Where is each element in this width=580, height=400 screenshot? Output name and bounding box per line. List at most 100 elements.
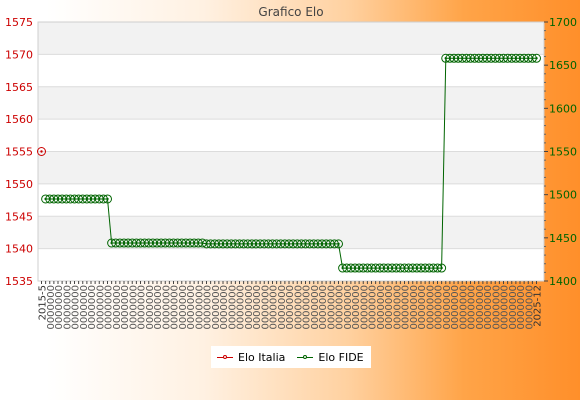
x-tick-glyphs: 0000000 [244,285,255,330]
legend-label-elo-fide: Elo FIDE [318,350,364,364]
data-point-elo-fide [334,239,343,249]
x-tick-glyphs: 0000000 [417,285,428,330]
x-tick-glyphs: 0000000 [128,285,139,330]
y-right-tick-label: 1400 [549,275,577,288]
x-tick-glyphs: 0000000 [79,285,90,330]
y-right-tick-label: 1450 [549,232,577,245]
grid-band [38,22,544,55]
x-tick-glyphs: 0000000 [87,285,98,330]
x-tick-glyphs: 0000000 [252,285,263,330]
x-tick-glyphs: 0000000 [137,285,148,330]
grid-band [38,86,544,120]
data-point-elo-fide [103,194,112,204]
x-tick-glyphs: 0000000 [467,285,478,330]
data-point-elo-fide [437,263,447,273]
x-tick-glyphs: 0000000 [161,285,172,330]
y-right-tick-label: 1500 [549,189,577,202]
data-point-core-elo-italia [40,150,43,153]
y-left-tick-label: 1535 [5,275,33,288]
legend-item-elo-italia[interactable]: Elo Italia [217,351,285,364]
x-tick-glyphs: 0000000 [343,285,354,330]
x-tick-glyphs: 0000000 [104,285,115,330]
x-tick-glyphs: 0000000 [434,285,445,330]
x-tick-glyphs: 0000000 [302,285,313,330]
y-right-tick-label: 1600 [549,102,577,115]
x-tick-glyphs: 0000000 [516,285,527,330]
x-tick-glyphs: 0000000 [351,285,362,330]
y-right-tick-label: 1550 [549,146,577,159]
data-point-elo-fide [532,53,541,63]
x-tick-glyphs: 0000000 [260,285,271,330]
legend-symbol-elo-fide [297,353,314,361]
x-tick-glyphs: 0000000 [450,285,461,330]
x-tick-glyphs: 0000000 [178,285,189,330]
y-right-tick-label: 1700 [549,16,577,29]
y-left-tick-label: 1555 [5,146,33,159]
x-tick-glyphs: 0000000 [326,285,337,330]
x-tick-glyphs: 0000000 [227,285,238,330]
x-tick-glyphs: 0000000 [145,285,156,330]
x-tick-glyphs: 0000000 [293,285,304,330]
legend-item-elo-fide[interactable]: Elo FIDE [297,350,364,364]
x-tick-glyphs: 0000000 [112,285,123,330]
x-tick-glyphs: 0000000 [458,285,469,330]
x-tick-glyphs: 0000000 [153,285,164,330]
x-tick-label: 2015-5 [38,285,49,320]
x-tick-glyphs: 0000000 [376,285,387,330]
y-left-tick-label: 1575 [5,16,33,29]
data-point-core-elo-fide [337,242,340,246]
y-right-tick-label: 1650 [549,59,577,72]
x-tick-glyphs: 0000000 [62,285,73,330]
y-left-tick-label: 1560 [5,113,33,126]
y-left-tick-label: 1565 [5,81,33,94]
x-tick-glyphs: 0000000 [277,285,288,330]
x-tick-glyphs: 0000000 [508,285,519,330]
x-tick-glyphs: 0000000 [310,285,321,330]
y-left-tick-label: 1570 [5,48,33,61]
x-tick-glyphs: 0000000 [335,285,346,330]
x-tick-glyphs: 0000000 [170,285,181,330]
x-tick-glyphs: 0000000 [359,285,370,330]
y-left-tick-label: 1545 [5,210,33,223]
x-tick-glyphs: 0000000 [500,285,511,330]
x-tick-glyphs: 0000000 [401,285,412,330]
data-point-core-elo-fide [106,197,109,201]
x-tick-glyphs: 0000000 [236,285,247,330]
legend: Elo Italia Elo FIDE [211,346,371,368]
x-tick-glyphs: 0000000 [219,285,230,330]
x-tick-glyphs: 0000000 [120,285,131,330]
legend-label-elo-italia: Elo Italia [238,350,286,364]
grid-band [38,151,544,184]
x-tick-glyphs: 0000000 [368,285,379,330]
data-point-core-elo-fide [440,266,443,270]
x-tick-glyphs: 0000000 [318,285,329,330]
x-tick-glyphs: 0000000 [95,285,106,330]
y-left-tick-label: 1550 [5,178,33,191]
x-tick-glyphs: 0000000 [203,285,214,330]
data-point-core-elo-fide [535,57,538,60]
x-tick-glyphs: 0000000 [475,285,486,330]
x-tick-glyphs: 0000000 [71,285,82,330]
x-tick-glyphs: 0000000 [392,285,403,330]
data-point-elo-italia [37,147,46,156]
x-tick-glyphs: 0000000 [285,285,296,330]
x-tick-glyphs: 0000000 [483,285,494,330]
x-tick-glyphs: 0000000 [384,285,395,330]
x-tick-glyphs: 0000000 [54,285,65,330]
x-tick-glyphs: 0000000 [186,285,197,330]
y-left-tick-label: 1540 [5,243,33,256]
x-tick-glyphs: 0000000 [46,285,57,330]
x-tick-glyphs: 0000000 [269,285,280,330]
legend-symbol-elo-italia [217,353,233,361]
x-tick-glyphs: 0000000 [211,285,222,330]
chart-title: Grafico Elo [258,5,323,19]
x-tick-glyphs: 0000000 [491,285,502,330]
x-tick-glyphs: 0000000 [425,285,436,330]
x-tick-glyphs: 0000000 [442,285,453,330]
x-tick-glyphs: 0000000 [194,285,205,330]
x-tick-glyphs: 0000000 [409,285,420,330]
x-tick-label: 2025-12 [533,285,544,327]
x-tick-glyphs: 0000000 [524,285,535,330]
